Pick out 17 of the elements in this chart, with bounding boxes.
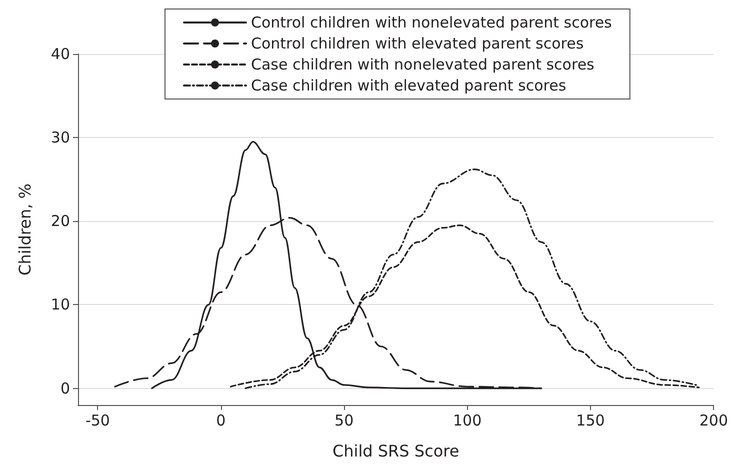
x-axis-title: Child SRS Score <box>332 442 460 460</box>
x-tick-label: 50 <box>334 412 354 430</box>
y-tick-label: 0 <box>60 379 70 398</box>
legend-label: Control children with elevated parent scores <box>251 34 584 52</box>
x-tick-label: -50 <box>85 412 110 430</box>
legend-label: Case children with nonelevated parent scores <box>251 56 595 74</box>
x-tick-label: 100 <box>452 412 482 430</box>
x-tick-label: 200 <box>699 412 728 430</box>
y-tick-label: 20 <box>50 212 70 230</box>
legend-label: Case children with elevated parent scores <box>251 76 566 94</box>
y-axis-title: Children, % <box>16 184 34 276</box>
x-tick-label: 150 <box>576 412 605 430</box>
legend-label: Control children with nonelevated parent scores <box>251 14 612 32</box>
x-tick-label: 0 <box>216 412 226 430</box>
y-tick-label: 40 <box>50 45 70 63</box>
y-tick-label: 10 <box>50 296 70 314</box>
y-tick-label: 30 <box>50 128 70 147</box>
